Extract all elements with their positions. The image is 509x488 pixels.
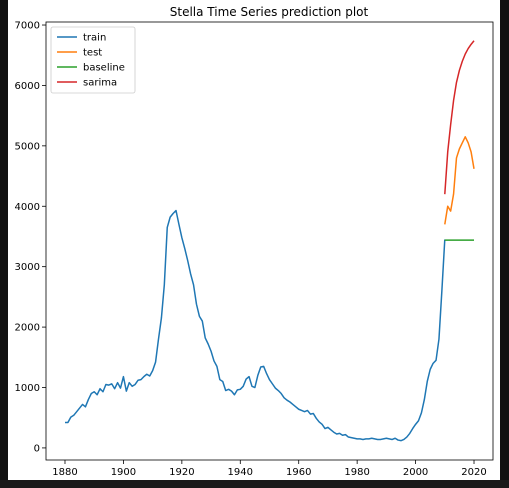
y-axis: 0 1000 2000 3000 4000 5000 6000 7000 [15,21,46,455]
chart-title: Stella Time Series prediction plot [170,5,369,19]
y-tick-label: 5000 [15,141,40,152]
series-line-train [65,210,445,440]
legend-label-train: train [83,33,106,44]
x-tick-label: 1900 [111,467,136,478]
y-tick-label: 4000 [15,202,40,213]
series-line-test [445,137,474,225]
legend-label-test: test [83,48,102,59]
x-tick-label: 2000 [403,467,428,478]
figure-canvas: Stella Time Series prediction plot 0 1000… [8,0,500,480]
legend-label-sarima: sarima [83,78,117,89]
x-tick-label: 2020 [461,467,486,478]
x-tick-label: 1880 [52,467,77,478]
x-tick-label: 1980 [344,467,369,478]
prediction-line-chart: Stella Time Series prediction plot 0 1000… [8,0,500,480]
y-tick-label: 0 [34,443,40,454]
y-tick-label: 6000 [15,81,40,92]
legend-label-baseline: baseline [83,63,125,74]
bottom-edge-bar [0,480,509,488]
x-axis: 1880 1900 1920 1940 1960 1980 2000 2020 [52,460,486,478]
y-tick-label: 1000 [15,383,40,394]
series-line-sarima [445,41,474,194]
x-tick-label: 1940 [228,467,253,478]
x-tick-label: 1920 [169,467,194,478]
legend: train test baseline sarima [51,27,135,93]
y-tick-label: 7000 [15,21,40,32]
series-lines [65,41,474,441]
y-tick-label: 2000 [15,323,40,334]
x-tick-label: 1960 [286,467,311,478]
y-tick-label: 3000 [15,262,40,273]
